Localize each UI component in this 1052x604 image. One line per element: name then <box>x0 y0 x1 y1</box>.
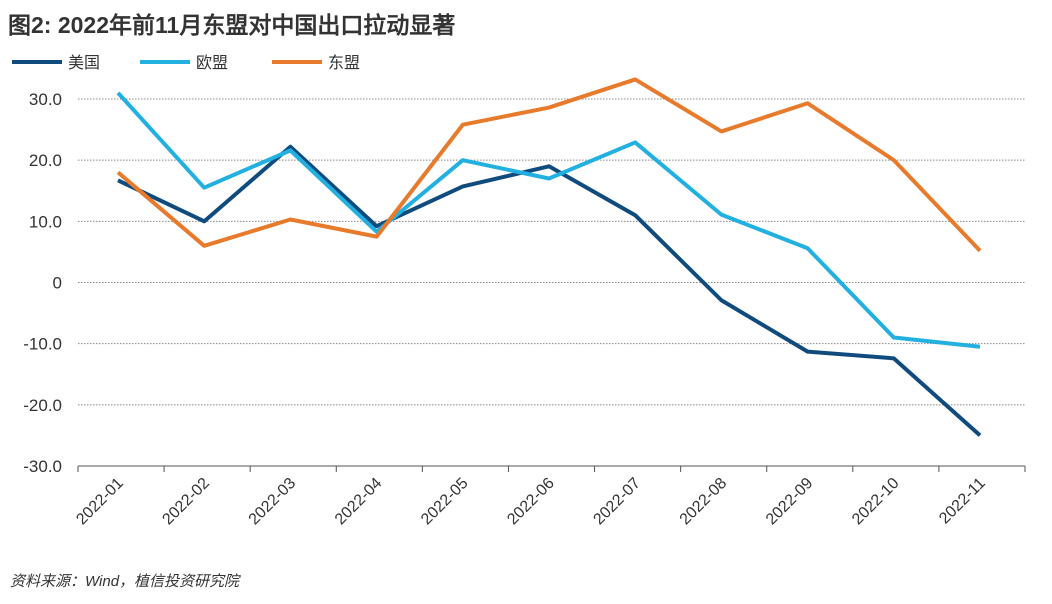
y-tick-label: -10.0 <box>23 335 62 354</box>
x-tick-label: 2022-01 <box>73 475 127 529</box>
x-tick-label: 2022-08 <box>677 475 731 529</box>
x-tick-label: 2022-04 <box>332 475 386 529</box>
legend-label: 东盟 <box>328 54 360 72</box>
y-tick-label: 20.0 <box>29 151 62 170</box>
y-tick-label: -30.0 <box>23 457 62 476</box>
chart-title: 图2: 2022年前11月东盟对中国出口拉动显著 <box>8 12 456 38</box>
legend-label: 欧盟 <box>196 54 228 72</box>
y-tick-label: 10.0 <box>29 212 62 231</box>
y-tick-label: 30.0 <box>29 90 62 109</box>
x-tick-label: 2022-02 <box>159 475 213 529</box>
x-tick-label: 2022-07 <box>590 475 644 529</box>
y-tick-label: 0 <box>53 274 62 293</box>
x-tick-label: 2022-10 <box>849 475 903 529</box>
x-tick-label: 2022-05 <box>418 475 472 529</box>
x-tick-label: 2022-11 <box>936 475 989 528</box>
x-tick-label: 2022-06 <box>504 475 558 529</box>
x-tick-label: 2022-09 <box>763 475 817 529</box>
legend-label: 美国 <box>68 54 100 72</box>
x-tick-label: 2022-03 <box>246 475 300 529</box>
y-tick-label: -20.0 <box>23 396 62 415</box>
source-note: 资料来源：Wind，植信投资研究院 <box>10 573 240 590</box>
